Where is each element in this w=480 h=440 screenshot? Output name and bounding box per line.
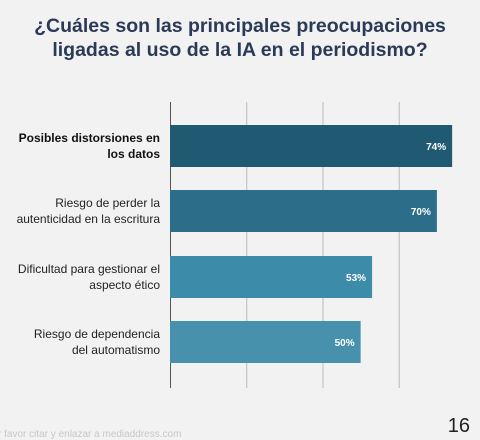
data-label: 53% — [346, 273, 366, 284]
data-label: 50% — [335, 338, 355, 349]
category-label-line: autenticidad en la escritura — [16, 212, 160, 226]
category-label-line: Posibles distorsiones en — [18, 131, 160, 145]
data-label: 74% — [426, 142, 446, 153]
page-number: 16 — [447, 415, 470, 437]
bar — [170, 125, 453, 167]
category-label-line: los datos — [107, 147, 160, 161]
category-label-line: del automatismo — [71, 343, 160, 357]
bar — [170, 190, 437, 232]
category-label: Posibles distorsiones en los datos — [0, 130, 160, 162]
bar — [170, 256, 373, 298]
category-label: Riesgo de dependencia del automatismo — [0, 326, 160, 358]
category-label: Riesgo de perder la autenticidad en la es… — [0, 195, 160, 227]
chart-title-line-2: ligadas al uso de la IA en el periodismo… — [52, 39, 428, 61]
chart-title: ¿Cuáles son las principales preocupacion… — [0, 14, 480, 62]
bar — [170, 321, 361, 363]
footer-note: r favor citar y enlazar a mediaddress.co… — [0, 429, 182, 440]
category-label-line: Riesgo de dependencia — [33, 327, 160, 341]
category-label-line: Dificultad para gestionar el — [17, 262, 160, 276]
category-label-line: Riesgo de perder la — [55, 196, 160, 210]
data-label: 70% — [411, 207, 431, 218]
category-label: Dificultad para gestionar el aspecto étic… — [0, 261, 160, 293]
category-label-line: aspecto ético — [89, 278, 160, 292]
chart-title-line-1: ¿Cuáles son las principales preocupacion… — [34, 15, 446, 37]
